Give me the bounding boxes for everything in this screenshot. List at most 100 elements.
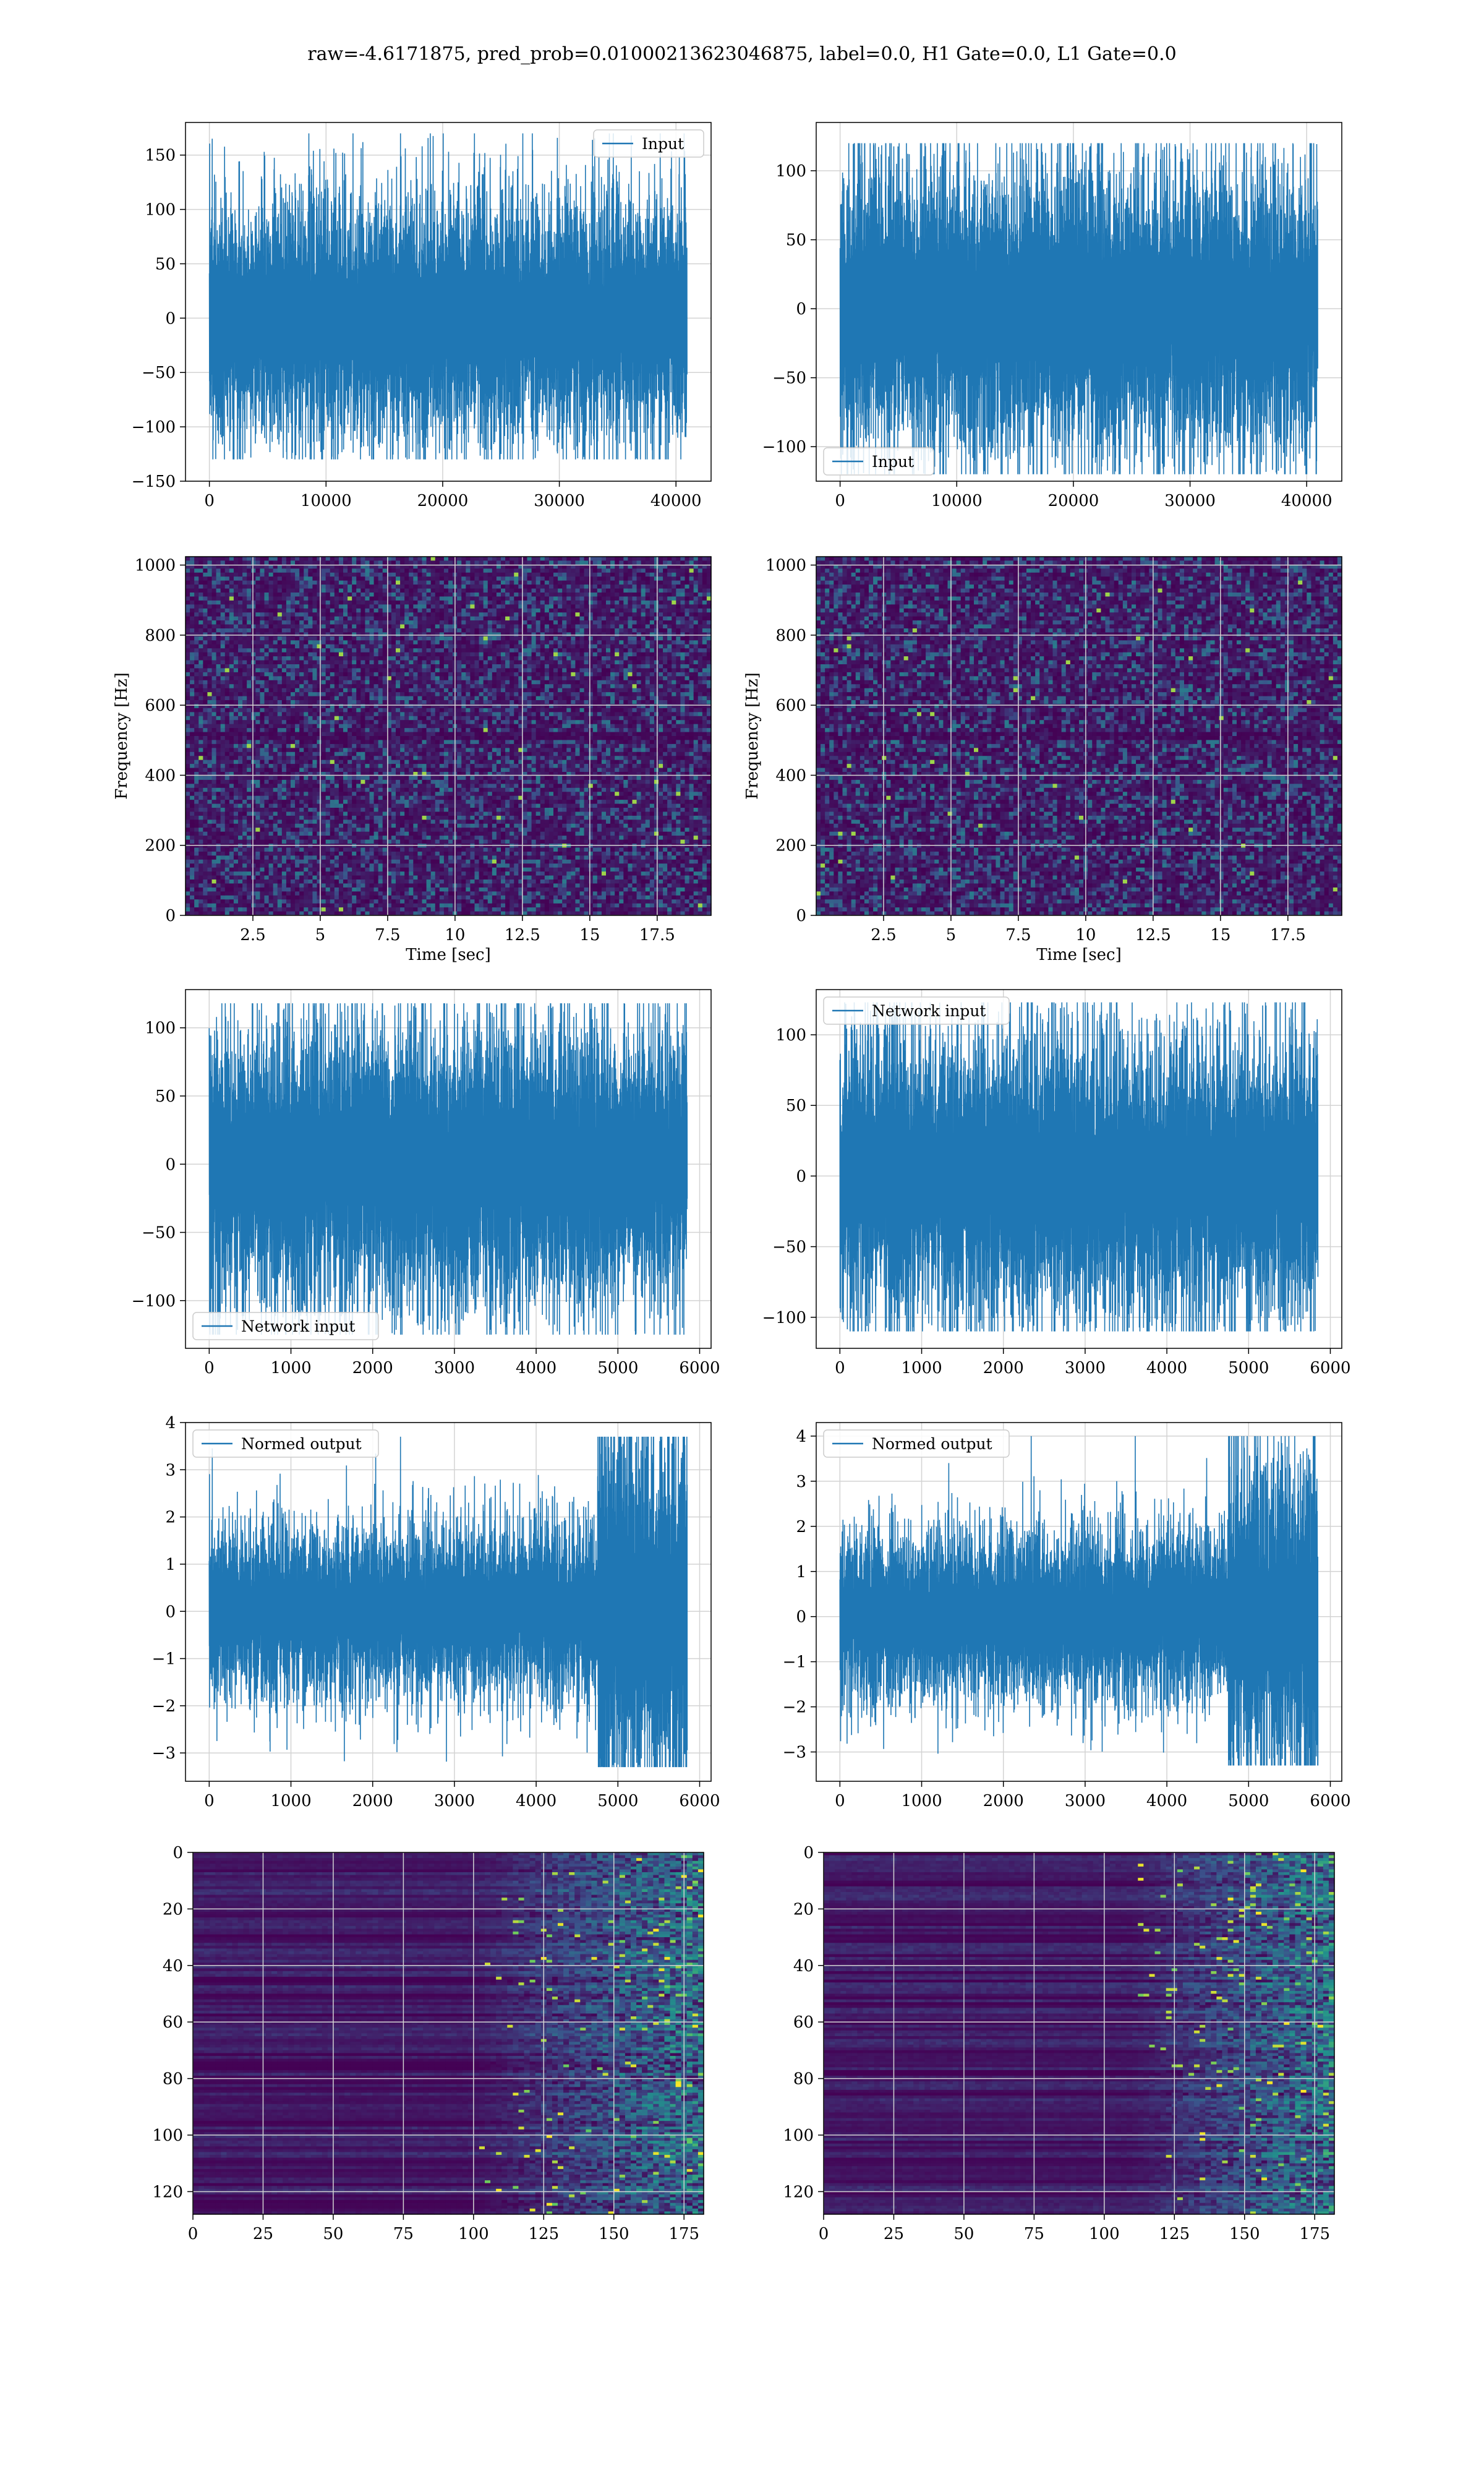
x-tick-label: 5000 (597, 1792, 638, 1810)
x-tick-label: 25 (253, 2225, 273, 2243)
x-tick-label: 5000 (1228, 1359, 1269, 1377)
x-tick-label: 1000 (270, 1359, 311, 1377)
x-tick-label: 3000 (1065, 1359, 1106, 1377)
y-tick-label: 0 (165, 309, 176, 328)
y-tick-label: −50 (142, 364, 176, 382)
x-tick-label: 6000 (679, 1359, 720, 1377)
y-tick-label: 0 (173, 1844, 183, 1862)
y-tick-label: 1 (796, 1563, 806, 1582)
y-tick-label: 100 (145, 1019, 176, 1038)
y-tick-label: 4 (796, 1427, 806, 1446)
y-tick-label: −50 (772, 1238, 806, 1257)
y-tick-label: −150 (132, 473, 176, 491)
x-tick-label: 6000 (679, 1792, 720, 1810)
x-tick-label: 17.5 (639, 926, 675, 944)
y-tick-label: 0 (165, 907, 176, 925)
x-tick-label: 25 (884, 2225, 904, 2243)
x-tick-label: 125 (1159, 2225, 1190, 2243)
legend-label: Normed output (241, 1435, 362, 1453)
x-tick-label: 175 (668, 2225, 699, 2243)
y-tick-label: 40 (793, 1957, 814, 1975)
legend: Input (824, 448, 934, 475)
y-tick-label: 50 (155, 1087, 176, 1106)
spec-right-chart: 2.5 5 7.5 10 12.5 15 17.502004006008001000Time… (743, 557, 1342, 964)
y-tick-label: 3 (796, 1473, 806, 1491)
x-tick-label: 150 (599, 2225, 629, 2243)
x-tick-label: 5 (315, 926, 326, 944)
legend: Network input (193, 1312, 378, 1340)
y-tick-label: 0 (165, 1603, 176, 1621)
x-tick-label: 100 (1089, 2225, 1120, 2243)
y-tick-label: 120 (783, 2183, 814, 2201)
x-tick-label: 5000 (597, 1359, 638, 1377)
y-tick-label: 0 (796, 1167, 806, 1186)
x-tick-label: 40000 (1281, 492, 1333, 510)
y-tick-label: 0 (165, 1155, 176, 1174)
y-tick-label: −2 (783, 1698, 806, 1717)
y-tick-label: 800 (145, 627, 176, 645)
x-tick-label: 20000 (417, 492, 469, 510)
y-tick-label: −50 (142, 1224, 176, 1243)
x-tick-label: 3000 (434, 1359, 475, 1377)
y-tick-label: 100 (775, 1026, 806, 1045)
x-tick-label: 7.5 (375, 926, 400, 944)
x-tick-label: 0 (188, 2225, 198, 2243)
x-tick-label: 15 (1210, 926, 1230, 944)
normed-left-chart: 0 1000 2000 3000 4000 5000 6000−3−2−101234Norm… (152, 1414, 720, 1810)
y-tick-label: 50 (786, 1097, 806, 1115)
y-tick-label: 1000 (765, 557, 806, 575)
y-tick-label: 600 (145, 696, 176, 715)
y-tick-label: 600 (775, 696, 806, 715)
x-tick-label: 150 (1229, 2225, 1260, 2243)
x-tick-label: 6000 (1310, 1359, 1350, 1377)
y-tick-label: 200 (145, 837, 176, 855)
heatmap-cells (816, 557, 1342, 916)
x-tick-label: 12.5 (1135, 926, 1171, 944)
y-tick-label: 0 (803, 1844, 814, 1862)
x-tick-label: 2.5 (871, 926, 896, 944)
y-axis-label: Frequency [Hz] (113, 672, 131, 800)
y-tick-label: 150 (145, 147, 176, 165)
x-tick-label: 1000 (901, 1359, 942, 1377)
y-tick-label: 40 (163, 1957, 183, 1975)
y-tick-label: −100 (132, 1292, 176, 1311)
x-tick-label: 30000 (1164, 492, 1216, 510)
y-tick-label: 400 (145, 766, 176, 785)
network-right-chart: 0 1000 2000 3000 4000 5000 6000−100−50050100Ne… (762, 990, 1351, 1377)
x-tick-label: 10000 (301, 492, 352, 510)
y-tick-label: 100 (775, 162, 806, 181)
y-tick-label: 0 (796, 907, 806, 925)
x-tick-label: 0 (204, 1792, 215, 1810)
y-axis-label: Frequency [Hz] (743, 672, 762, 800)
x-tick-label: 10000 (931, 492, 983, 510)
y-tick-label: 800 (775, 627, 806, 645)
x-tick-label: 2000 (983, 1792, 1024, 1810)
x-tick-label: 1000 (270, 1792, 311, 1810)
x-tick-label: 2.5 (240, 926, 265, 944)
y-tick-label: 20 (793, 1900, 814, 1919)
x-tick-label: 12.5 (505, 926, 540, 944)
x-tick-label: 7.5 (1005, 926, 1031, 944)
y-tick-label: 60 (163, 2013, 183, 2032)
y-tick-label: 120 (152, 2183, 183, 2201)
y-tick-label: 200 (775, 837, 806, 855)
x-tick-label: 75 (393, 2225, 414, 2243)
heatmap-cells (186, 557, 712, 916)
x-tick-label: 0 (835, 1792, 845, 1810)
legend: Input (594, 130, 704, 157)
y-tick-label: 1000 (135, 557, 176, 575)
legend: Normed output (193, 1430, 378, 1457)
x-tick-label: 50 (323, 2225, 343, 2243)
y-tick-label: −50 (772, 369, 806, 388)
y-tick-label: 50 (155, 255, 176, 273)
x-tick-label: 0 (835, 492, 845, 510)
x-tick-label: 0 (819, 2225, 829, 2243)
x-tick-label: 0 (835, 1359, 845, 1377)
y-tick-label: 100 (152, 2126, 183, 2145)
y-tick-label: −3 (783, 1744, 806, 1762)
x-axis-label: Time [sec] (1036, 946, 1122, 964)
x-tick-label: 3000 (434, 1792, 475, 1810)
